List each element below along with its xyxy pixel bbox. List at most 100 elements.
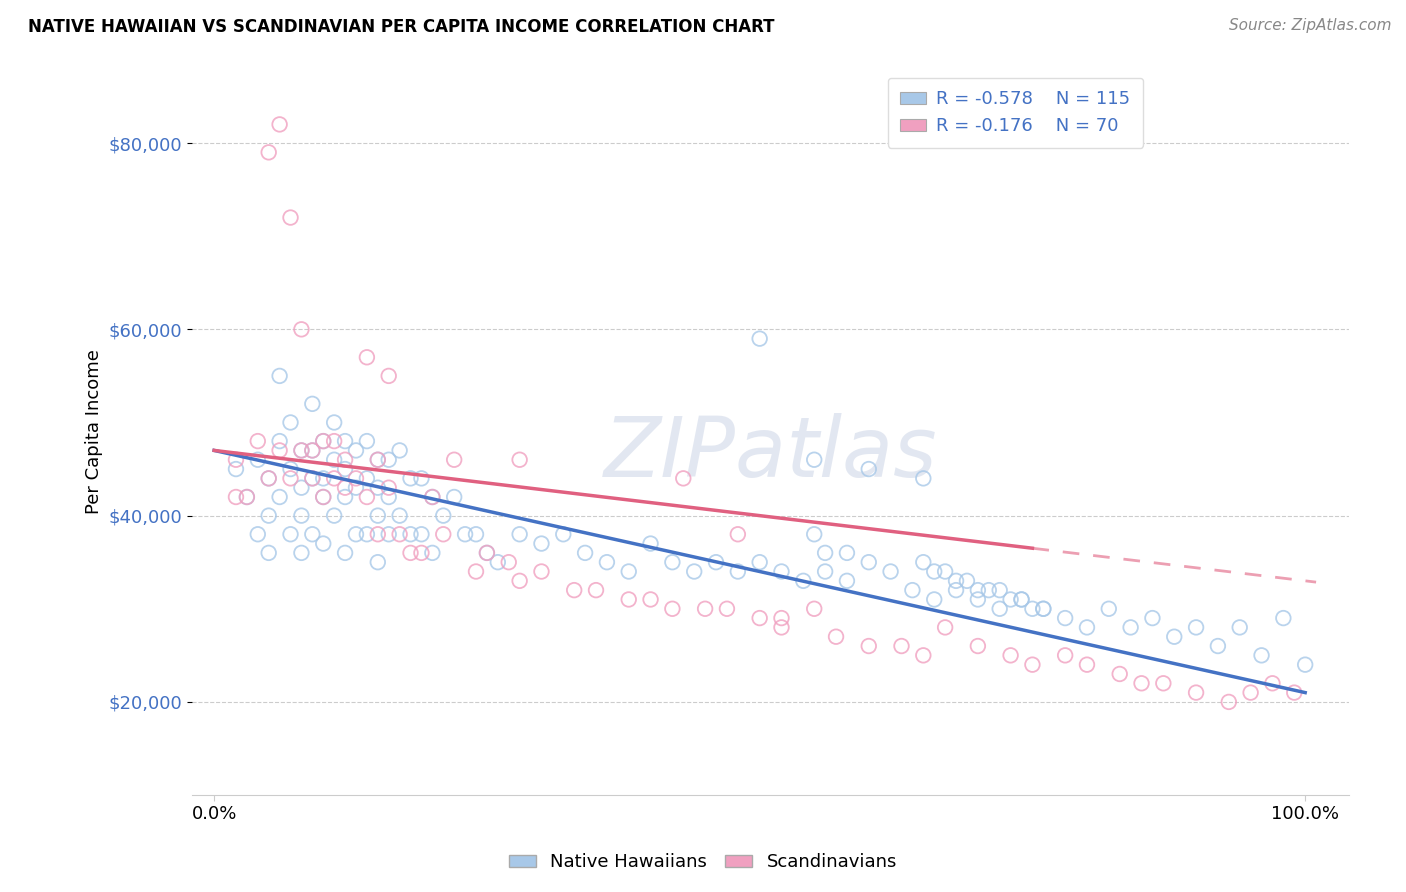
Point xyxy=(367,527,389,541)
Point xyxy=(530,565,553,579)
Point xyxy=(1011,592,1033,607)
Point xyxy=(246,452,269,467)
Point xyxy=(858,462,880,476)
Point xyxy=(280,471,302,485)
Point xyxy=(301,471,323,485)
Point xyxy=(399,546,422,560)
Point xyxy=(356,351,378,365)
Point xyxy=(988,583,1011,598)
Point xyxy=(257,508,280,523)
Point xyxy=(269,443,291,458)
Point xyxy=(1185,620,1208,634)
Point xyxy=(344,471,367,485)
Point xyxy=(356,527,378,541)
Point xyxy=(748,611,770,625)
Point xyxy=(225,490,247,504)
Point xyxy=(727,565,749,579)
Point xyxy=(367,508,389,523)
Point xyxy=(770,565,793,579)
Point xyxy=(803,601,825,615)
Point xyxy=(312,536,335,550)
Point xyxy=(1032,601,1054,615)
Point xyxy=(333,452,356,467)
Point xyxy=(323,452,346,467)
Point xyxy=(988,601,1011,615)
Point xyxy=(377,368,399,383)
Point xyxy=(890,639,912,653)
Point xyxy=(640,536,662,550)
Point xyxy=(562,583,585,598)
Point xyxy=(269,117,291,131)
Point xyxy=(1261,676,1284,690)
Point xyxy=(912,555,935,569)
Point xyxy=(344,481,367,495)
Point xyxy=(475,546,498,560)
Point xyxy=(1250,648,1272,663)
Point xyxy=(1239,685,1261,699)
Point xyxy=(301,443,323,458)
Point xyxy=(333,434,356,449)
Point xyxy=(443,452,465,467)
Point xyxy=(257,471,280,485)
Point xyxy=(683,565,706,579)
Point xyxy=(509,527,531,541)
Point xyxy=(422,490,444,504)
Point xyxy=(1130,676,1153,690)
Point xyxy=(301,397,323,411)
Point xyxy=(323,434,346,449)
Point xyxy=(257,471,280,485)
Point xyxy=(945,574,967,588)
Point xyxy=(377,527,399,541)
Legend: R = -0.578    N = 115, R = -0.176    N = 70: R = -0.578 N = 115, R = -0.176 N = 70 xyxy=(887,78,1143,148)
Point xyxy=(901,583,924,598)
Point xyxy=(704,555,727,569)
Point xyxy=(377,490,399,504)
Point xyxy=(236,490,259,504)
Point xyxy=(290,443,312,458)
Point xyxy=(486,555,509,569)
Point xyxy=(977,583,1000,598)
Point xyxy=(1218,695,1240,709)
Point xyxy=(290,322,312,336)
Point xyxy=(257,546,280,560)
Point xyxy=(1229,620,1251,634)
Point xyxy=(367,555,389,569)
Point xyxy=(1206,639,1229,653)
Point xyxy=(290,481,312,495)
Text: NATIVE HAWAIIAN VS SCANDINAVIAN PER CAPITA INCOME CORRELATION CHART: NATIVE HAWAIIAN VS SCANDINAVIAN PER CAPI… xyxy=(28,18,775,36)
Y-axis label: Per Capita Income: Per Capita Income xyxy=(86,350,103,514)
Point xyxy=(858,555,880,569)
Point xyxy=(695,601,717,615)
Point xyxy=(1054,648,1077,663)
Point xyxy=(716,601,738,615)
Point xyxy=(922,565,945,579)
Point xyxy=(803,527,825,541)
Point xyxy=(1032,601,1054,615)
Point xyxy=(377,481,399,495)
Point xyxy=(1054,611,1077,625)
Point xyxy=(835,546,858,560)
Point xyxy=(922,592,945,607)
Point xyxy=(672,471,695,485)
Point xyxy=(858,639,880,653)
Point xyxy=(509,452,531,467)
Point xyxy=(574,546,596,560)
Point xyxy=(553,527,575,541)
Point xyxy=(934,565,956,579)
Point xyxy=(617,592,640,607)
Point xyxy=(661,555,683,569)
Point xyxy=(1142,611,1164,625)
Point xyxy=(825,630,848,644)
Point xyxy=(934,620,956,634)
Point xyxy=(1021,601,1043,615)
Point xyxy=(1021,657,1043,672)
Point xyxy=(1294,657,1316,672)
Point xyxy=(280,211,302,225)
Point xyxy=(269,368,291,383)
Point xyxy=(1000,592,1022,607)
Point xyxy=(356,471,378,485)
Point xyxy=(432,508,454,523)
Point xyxy=(617,565,640,579)
Point xyxy=(399,471,422,485)
Point xyxy=(323,416,346,430)
